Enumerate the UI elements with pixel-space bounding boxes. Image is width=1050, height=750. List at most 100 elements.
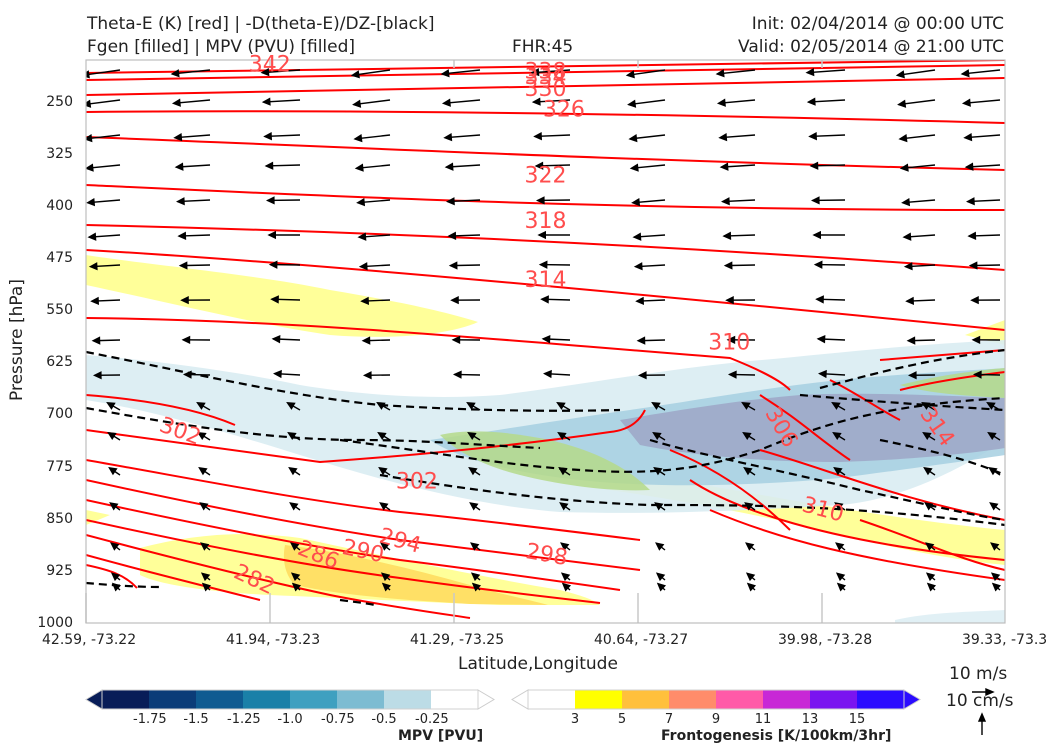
- x-tick-label: 40.64, -73.27: [594, 632, 689, 648]
- wind-vector-head: [632, 232, 642, 241]
- colorbar-swatch: [290, 690, 338, 709]
- wind-vector-head: [350, 70, 360, 79]
- wind-vector-head: [967, 231, 977, 240]
- wind-vector-head: [556, 401, 566, 410]
- x-tick-label: 42.59, -73.22: [42, 632, 137, 648]
- wind-vector-head: [625, 70, 635, 79]
- wind-vector-head: [897, 99, 907, 108]
- wind-vector-head: [201, 582, 212, 592]
- wind-vector-head: [467, 431, 477, 441]
- colorbar-tick-label: 3: [570, 712, 580, 727]
- wind-vector-head: [446, 197, 455, 206]
- theta-e-contour-label: 318: [525, 209, 567, 234]
- wind-vector-head: [921, 401, 931, 410]
- wind-vector-head: [560, 542, 570, 551]
- wind-vector-head: [990, 572, 1001, 582]
- colorbar-tick-label: 5: [617, 712, 627, 727]
- wind-vector-head: [628, 134, 638, 143]
- wind-vector-head: [108, 466, 118, 476]
- wind-vector-head: [543, 369, 552, 379]
- y-tick-label: 475: [46, 250, 73, 267]
- colorbar-swatch: [149, 690, 197, 709]
- wind-vector-head: [631, 197, 641, 207]
- wind-vector-head: [265, 196, 275, 205]
- wind-vector-head: [818, 369, 827, 379]
- wind-vector-head: [832, 431, 842, 441]
- wind-vector-head: [271, 335, 281, 344]
- wind-vector-head: [377, 431, 387, 441]
- wind-vector-head: [966, 197, 975, 206]
- wind-vector-head: [471, 582, 482, 592]
- wind-vector-head: [448, 261, 458, 270]
- wind-vector-head: [196, 401, 206, 410]
- x-tick-label: 39.33, -73.3: [962, 632, 1048, 648]
- wind-vector-head: [86, 197, 96, 207]
- colorbar-extend-left: [511, 689, 529, 710]
- wind-vector-head: [652, 431, 662, 441]
- colorbar-tick-label: -1.75: [133, 712, 167, 727]
- wind-vector-head: [923, 466, 933, 476]
- x-tick-label: 39.98, -73.28: [778, 632, 873, 648]
- wind-vector-head: [273, 369, 282, 379]
- colorbar-swatch: [431, 690, 479, 709]
- wind-vector-head: [198, 466, 208, 476]
- wind-vector-head: [290, 572, 301, 582]
- wind-vector-head: [835, 542, 845, 551]
- wind-vector-head: [742, 431, 752, 441]
- wind-vector-head: [286, 401, 296, 410]
- wind-vector-head: [810, 196, 820, 205]
- wind-vector-head: [970, 295, 979, 305]
- fgen-colorbar: [511, 689, 921, 710]
- colorbar-swatch: [575, 690, 623, 709]
- plot-frame: [85, 59, 1006, 624]
- wind-vector-head: [990, 542, 1000, 551]
- wind-vector-head: [963, 133, 973, 142]
- wind-vector-head: [264, 161, 274, 170]
- wind-vector-head: [834, 502, 844, 511]
- wind-ref-vertical: 10 cm/s: [946, 691, 1014, 711]
- wind-vector-head: [926, 582, 937, 592]
- wind-vector-head: [725, 295, 734, 305]
- wind-vector-head: [92, 371, 102, 380]
- y-tick-label: 400: [46, 197, 73, 214]
- wind-vector-head: [715, 69, 725, 78]
- wind-vector-head: [452, 370, 462, 379]
- wind-vector-head: [561, 582, 572, 592]
- wind-vector-head: [170, 69, 180, 78]
- wind-vector-head: [925, 572, 936, 582]
- wind-vector-head: [447, 231, 457, 240]
- wind-vector-head: [362, 371, 372, 380]
- theta-e-contour-label: 326: [543, 98, 585, 123]
- wind-vector-head: [538, 260, 548, 269]
- wind-vector-head: [270, 295, 279, 304]
- wind-vector-head: [537, 230, 547, 240]
- wind-vector-head: [352, 99, 362, 108]
- wind-vector-head: [260, 68, 270, 77]
- wind-vector-head: [559, 502, 569, 511]
- mpv-colorbar: [85, 689, 495, 710]
- x-axis-label: Latitude,Longitude: [458, 654, 618, 674]
- wind-vector-head: [356, 197, 366, 207]
- theta-e-contours: [86, 60, 1005, 619]
- colorbar-swatch: [763, 690, 811, 709]
- y-tick-label: 550: [46, 302, 73, 319]
- wind-vector-head: [541, 335, 551, 344]
- colorbar-tick-label: 9: [711, 712, 721, 727]
- wind-vector-head: [110, 572, 121, 582]
- wind-vectors: [86, 68, 1002, 592]
- y-tick-label: 850: [46, 510, 73, 527]
- wind-vector-head: [809, 161, 819, 170]
- wind-vector-head: [655, 542, 665, 551]
- wind-vector-head: [924, 502, 934, 511]
- theta-e-contour-label: 330: [525, 77, 567, 102]
- wind-vector-head: [107, 431, 117, 441]
- wind-vector-head: [560, 572, 571, 582]
- wind-vector-head: [805, 68, 815, 77]
- wind-vector-head: [174, 162, 184, 171]
- colorbar-extend-left: [85, 689, 103, 710]
- wind-vector-head: [181, 335, 191, 345]
- wind-vector-head: [989, 502, 999, 511]
- wind-vector-head: [106, 401, 116, 410]
- wind-vector-head: [354, 163, 364, 172]
